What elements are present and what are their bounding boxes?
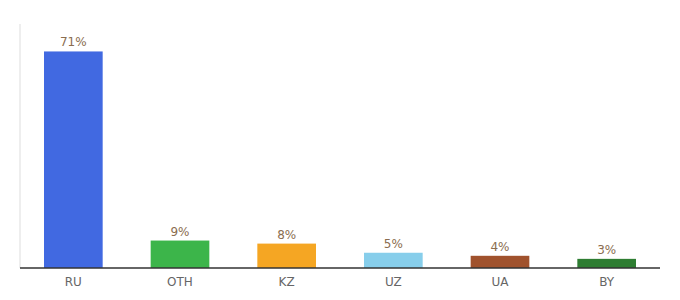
x-tick-label: KZ [279,275,295,289]
x-axis-line [20,267,660,269]
chart-container: RU OTH KZ UZ UA BY 71% 9% 8% 5% 4% 3% [0,0,680,300]
data-label: 9% [170,225,189,239]
data-label: 5% [384,237,403,251]
x-tick-label: UA [492,275,510,289]
x-tick-label: OTH [167,275,193,289]
x-tick-label: UZ [385,275,402,289]
bar [44,51,103,268]
y-range-line [20,24,21,268]
x-tick-label: RU [65,275,82,289]
data-label: 71% [60,35,87,49]
bar [151,241,210,268]
data-label: 4% [490,240,509,254]
x-tick-label: BY [599,275,615,289]
bar [471,256,530,268]
data-label: 3% [597,243,616,257]
bar [257,244,316,268]
data-label: 8% [277,228,296,242]
bar [364,253,423,268]
plot-area [44,51,636,268]
chart-svg: RU OTH KZ UZ UA BY 71% 9% 8% 5% 4% 3% [0,0,680,300]
bar [577,259,636,268]
